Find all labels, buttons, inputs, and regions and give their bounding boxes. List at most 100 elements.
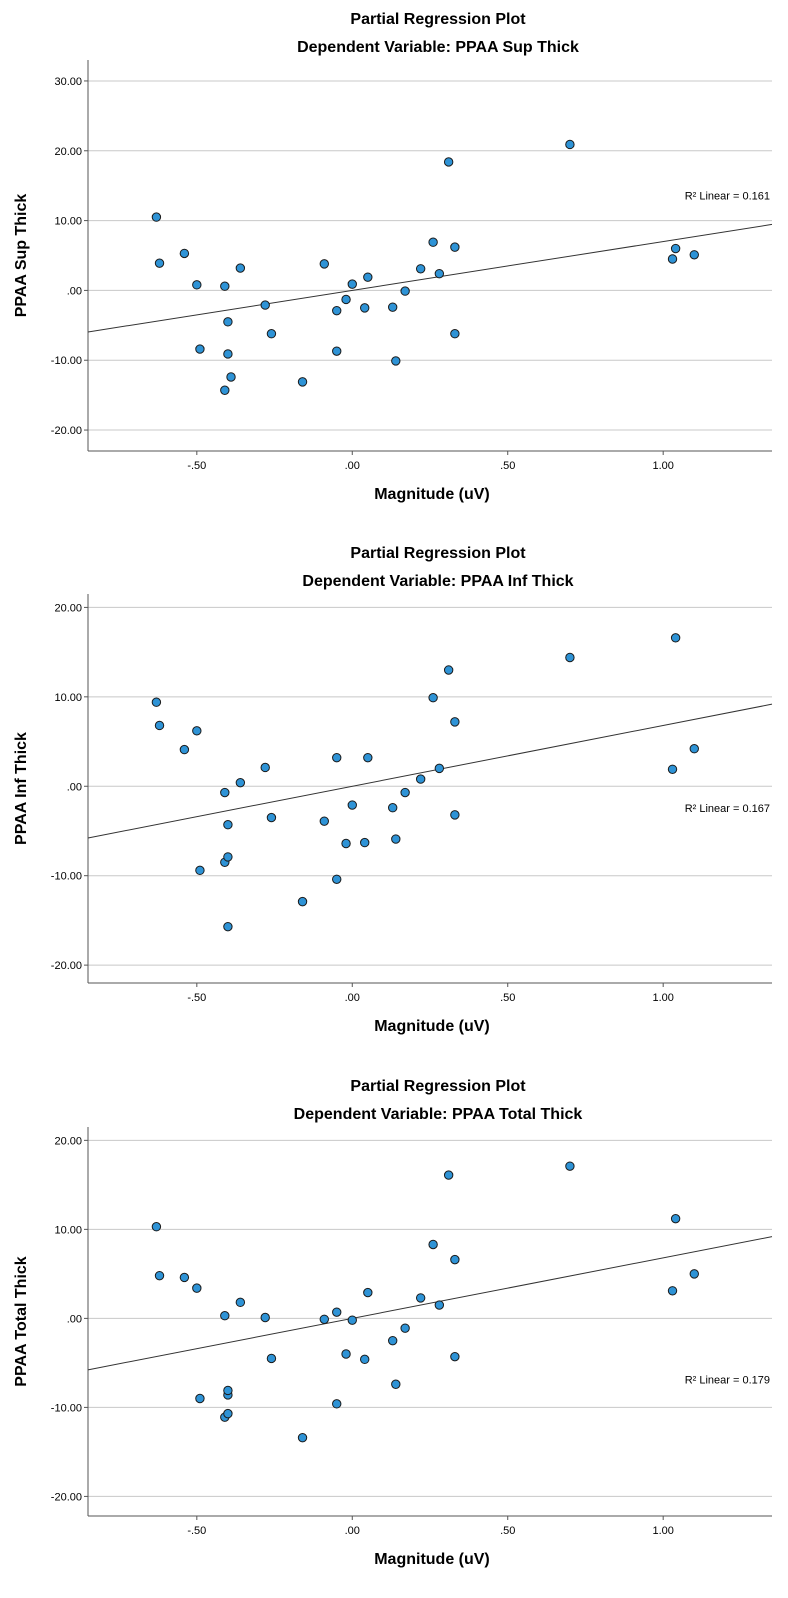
r2-linear-label: R² Linear = 0.179: [685, 1374, 770, 1386]
data-point: [179, 1272, 190, 1283]
data-point: [332, 305, 342, 316]
data-point: [223, 349, 233, 359]
data-point: [220, 787, 230, 798]
data-point: [319, 1314, 329, 1324]
data-point: [332, 1399, 342, 1409]
data-point: [332, 346, 342, 356]
y-tick-label: .00: [67, 781, 82, 793]
data-point: [360, 1354, 370, 1365]
data-point: [235, 777, 246, 788]
data-point: [565, 139, 575, 150]
data-point: [565, 1161, 575, 1171]
y-tick-label: 10.00: [54, 692, 82, 704]
data-point: [443, 1170, 454, 1180]
data-point: [667, 764, 678, 774]
data-point: [415, 264, 426, 274]
data-point: [192, 280, 202, 290]
data-point: [226, 372, 236, 382]
chart-title: Partial Regression Plot: [350, 1078, 526, 1095]
data-point: [689, 1269, 699, 1279]
data-point: [260, 300, 270, 310]
y-tick-label: 20.00: [54, 1135, 82, 1147]
data-point: [220, 385, 230, 395]
data-point: [297, 1432, 308, 1443]
x-tick-label: .50: [500, 1525, 515, 1537]
x-tick-label: -.50: [187, 992, 206, 1004]
x-tick-label: .50: [500, 992, 515, 1004]
x-tick-label: 1.00: [652, 1525, 673, 1537]
data-point: [319, 259, 329, 269]
data-point: [363, 752, 373, 763]
data-point: [387, 1335, 398, 1346]
data-point: [266, 329, 277, 339]
data-point: [192, 1283, 202, 1293]
fit-line: [87, 703, 773, 839]
data-point: [179, 744, 190, 755]
x-tick-label: .00: [345, 460, 360, 472]
data-point: [223, 317, 233, 327]
x-axis-label: Magnitude (uV): [374, 1551, 490, 1568]
data-point: [450, 810, 460, 820]
data-point: [565, 652, 575, 663]
data-point: [689, 744, 699, 754]
chart-subtitle: Dependent Variable: PPAA Sup Thick: [297, 39, 579, 56]
x-tick-label: .00: [345, 1525, 360, 1537]
data-point: [220, 281, 230, 291]
data-point: [297, 896, 308, 907]
chart-svg: Partial Regression Plot Dependent Variabl…: [13, 1078, 773, 1568]
y-axis-label: PPAA Sup Thick: [13, 194, 30, 318]
data-point: [266, 812, 277, 823]
data-point: [670, 243, 681, 254]
data-point: [154, 1270, 165, 1281]
y-tick-label: .00: [67, 285, 82, 297]
data-point: [332, 752, 342, 763]
chart-title: Partial Regression Plot: [350, 545, 526, 562]
chart-subtitle: Dependent Variable: PPAA Inf Thick: [302, 573, 573, 590]
partial-regression-chart-1: Partial Regression Plot Dependent Variabl…: [0, 0, 788, 512]
data-point: [154, 720, 165, 731]
y-axis-label: PPAA Total Thick: [13, 1256, 30, 1386]
chart-subtitle: Dependent Variable: PPAA Total Thick: [294, 1106, 583, 1123]
data-point: [223, 1385, 233, 1396]
data-point: [428, 237, 438, 247]
data-point: [415, 1293, 426, 1303]
data-point: [341, 838, 351, 849]
data-point: [151, 697, 162, 707]
data-point: [415, 774, 426, 784]
data-point: [195, 344, 205, 354]
x-tick-label: -.50: [187, 1525, 206, 1537]
data-point: [363, 272, 373, 282]
y-tick-label: -20.00: [51, 960, 82, 972]
x-tick-label: 1.00: [652, 992, 673, 1004]
chart-title: Partial Regression Plot: [350, 11, 526, 28]
data-point: [332, 1307, 342, 1317]
data-point: [387, 803, 398, 813]
data-point: [260, 1312, 270, 1323]
data-point: [266, 1353, 277, 1364]
data-point: [434, 1300, 445, 1310]
data-point: [443, 665, 454, 675]
data-point: [387, 302, 398, 312]
data-point: [360, 837, 370, 848]
data-point: [450, 329, 460, 339]
x-tick-label: .50: [500, 460, 515, 472]
y-tick-label: -20.00: [51, 1491, 82, 1503]
data-point: [450, 242, 460, 252]
data-point: [260, 762, 270, 773]
y-tick-label: 10.00: [54, 1224, 82, 1236]
data-point: [450, 1254, 460, 1265]
y-axis-label: PPAA Inf Thick: [13, 732, 30, 845]
data-point: [154, 258, 165, 268]
fit-line: [87, 223, 773, 333]
data-point: [670, 633, 681, 643]
y-tick-label: .00: [67, 1313, 82, 1325]
y-tick-label: 20.00: [54, 146, 82, 158]
x-axis-label: Magnitude (uV): [374, 1018, 490, 1035]
data-point: [391, 1379, 401, 1389]
data-point: [400, 787, 410, 798]
y-tick-label: -10.00: [51, 871, 82, 883]
data-point: [195, 865, 205, 876]
data-point: [223, 1408, 233, 1419]
data-point: [341, 294, 351, 305]
data-point: [360, 303, 370, 313]
